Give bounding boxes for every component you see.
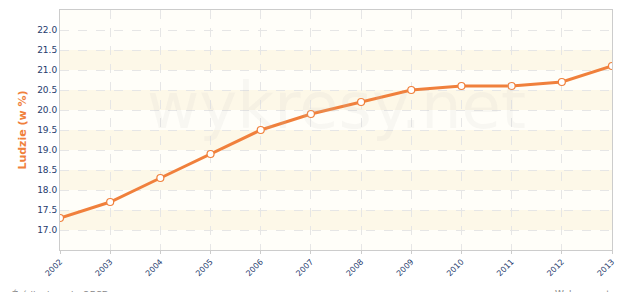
svg-text:2003: 2003 [94, 257, 115, 278]
svg-text:2004: 2004 [144, 257, 165, 278]
svg-text:wykresy.net: wykresy.net [147, 69, 526, 143]
svg-text:2009: 2009 [395, 257, 416, 278]
svg-text:18.5: 18.5 [37, 165, 57, 175]
svg-text:20.5: 20.5 [37, 85, 57, 95]
svg-text:21.0: 21.0 [37, 65, 57, 75]
svg-text:2010: 2010 [445, 257, 466, 278]
svg-text:17.5: 17.5 [37, 205, 57, 215]
svg-text:21.5: 21.5 [37, 45, 57, 55]
svg-text:18.0: 18.0 [37, 185, 57, 195]
svg-text:2013: 2013 [595, 257, 616, 278]
svg-text:Wykresy.net: Wykresy.net [555, 289, 610, 292]
svg-text:2002: 2002 [43, 257, 64, 278]
svg-text:19.0: 19.0 [37, 145, 57, 155]
svg-text:19.5: 19.5 [37, 125, 57, 135]
svg-text:2012: 2012 [545, 257, 566, 278]
svg-text:2007: 2007 [294, 257, 315, 278]
svg-text:2005: 2005 [194, 257, 215, 278]
svg-text:2006: 2006 [244, 257, 265, 278]
svg-text:Ludzie (w %): Ludzie (w %) [16, 90, 29, 169]
svg-text:Źródło danych: OECD: Źródło danych: OECD [12, 289, 109, 292]
svg-text:17.0: 17.0 [37, 225, 57, 235]
svg-text:2008: 2008 [345, 257, 366, 278]
svg-text:2011: 2011 [495, 257, 516, 278]
svg-text:20.0: 20.0 [37, 105, 57, 115]
svg-text:22.0: 22.0 [37, 25, 57, 35]
